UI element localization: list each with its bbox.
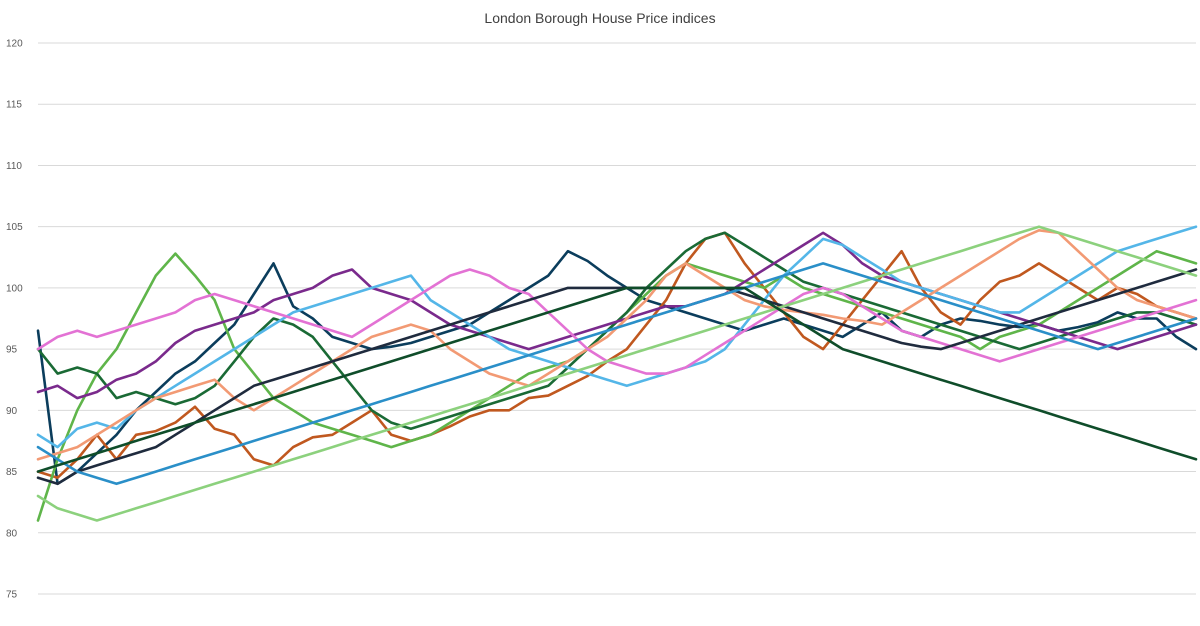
y-tick-label: 85 <box>6 467 18 478</box>
y-tick-label: 120 <box>6 39 23 50</box>
chart-title: London Borough House Price indices <box>484 10 716 26</box>
series-line-2 <box>36 231 1198 479</box>
y-tick-label: 95 <box>6 345 18 356</box>
y-tick-label: 110 <box>6 161 22 172</box>
y-tick-label: 115 <box>6 100 22 111</box>
y-axis-ticks: 75 80 85 90 95 100 105 110 115 120 <box>6 39 23 601</box>
series-lines <box>36 225 1198 522</box>
series-line-6 <box>36 225 1198 449</box>
series-line-1 <box>36 249 1198 486</box>
y-tick-label: 90 <box>6 406 18 417</box>
y-tick-label: 80 <box>6 528 18 539</box>
series-line-12 <box>36 286 1198 473</box>
y-tick-label: 100 <box>6 283 23 294</box>
series-line-9 <box>36 268 1198 486</box>
y-tick-label: 75 <box>6 590 18 601</box>
y-tick-label: 105 <box>6 222 23 233</box>
series-line-5 <box>36 231 1198 400</box>
series-line-11 <box>36 262 1198 486</box>
series-line-8 <box>36 268 1198 375</box>
series-line-10 <box>36 225 1198 522</box>
gridlines <box>38 42 1196 595</box>
